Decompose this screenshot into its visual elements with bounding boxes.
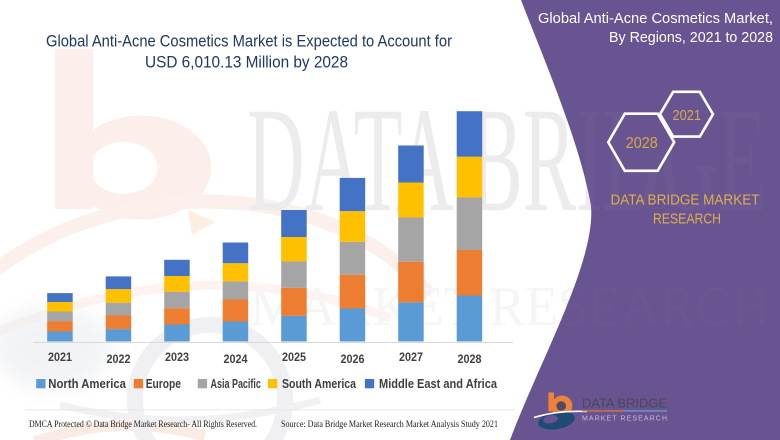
svg-text:DMCA Protected © Data Bridge M: DMCA Protected © Data Bridge Market Rese… <box>29 419 257 430</box>
svg-text:Asia Pacific: Asia Pacific <box>211 376 261 391</box>
svg-text:2028: 2028 <box>458 352 482 366</box>
svg-text:2027: 2027 <box>399 350 423 364</box>
svg-text:2028: 2028 <box>626 135 658 152</box>
svg-text:DATA BRIDGE MARKET: DATA BRIDGE MARKET <box>611 191 760 208</box>
svg-text:DATA BRIDGE: DATA BRIDGE <box>582 396 667 411</box>
svg-text:Global Anti-Acne Cosmetics Mar: Global Anti-Acne Cosmetics Market is Exp… <box>46 33 453 51</box>
svg-text:2024: 2024 <box>224 352 248 366</box>
svg-text:Middle East and Africa: Middle East and Africa <box>379 376 498 391</box>
svg-text:2021: 2021 <box>673 108 702 124</box>
svg-text:South America: South America <box>282 376 357 391</box>
svg-text:2025: 2025 <box>282 350 306 364</box>
svg-text:2022: 2022 <box>107 352 131 366</box>
svg-text:2021: 2021 <box>48 350 72 364</box>
svg-text:By Regions, 2021 to 2028: By Regions, 2021 to 2028 <box>609 30 773 46</box>
svg-text:Source: Data Bridge Market Res: Source: Data Bridge Market Research Mark… <box>281 420 498 430</box>
svg-text:North America: North America <box>48 376 126 391</box>
svg-text:2026: 2026 <box>341 352 365 366</box>
svg-text:RESEARCH: RESEARCH <box>653 211 721 228</box>
svg-text:2023: 2023 <box>165 350 189 364</box>
svg-text:MARKET RESEARCH: MARKET RESEARCH <box>582 415 667 422</box>
svg-text:Europe: Europe <box>146 376 181 391</box>
svg-text:USD 6,010.13 Million by 2028: USD 6,010.13 Million by 2028 <box>145 54 348 72</box>
svg-text:Global Anti-Acne Cosmetics Mar: Global Anti-Acne Cosmetics Market, <box>538 11 773 27</box>
